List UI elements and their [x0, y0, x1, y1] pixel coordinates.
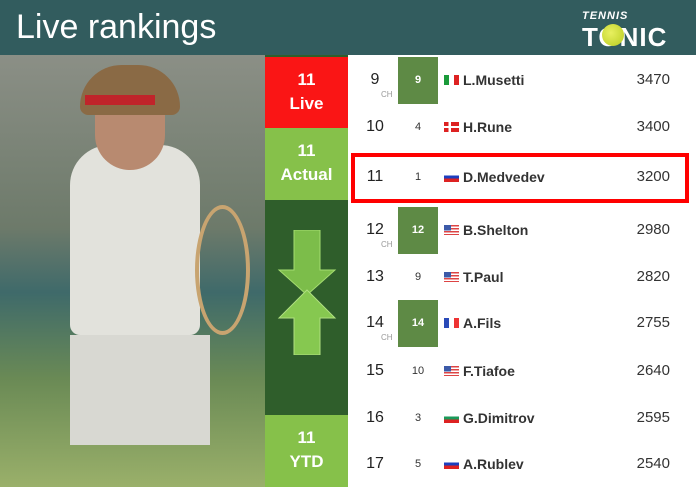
current-rank: 11 [366, 168, 384, 185]
previous-rank: 1 [414, 171, 422, 183]
table-row[interactable]: 12 12 CH B.Shelton 2980 [348, 207, 696, 254]
live-label: Live [289, 94, 324, 113]
previous-rank: 12 [398, 207, 438, 254]
actual-rank: 11 [297, 141, 316, 160]
table-row[interactable]: 9 9 CH L.Musetti 3470 [348, 57, 696, 104]
ytd-rank: 11 [297, 428, 316, 447]
career-high-label: CH [381, 240, 393, 249]
points: 2755 [636, 314, 670, 331]
points: 2980 [636, 221, 670, 238]
points: 2820 [636, 268, 670, 285]
previous-rank: 3 [414, 412, 422, 424]
header: Live rankings TENNIS TONIC [0, 0, 696, 55]
points: 3470 [636, 71, 670, 88]
current-rank: 9 [370, 71, 380, 88]
logo-text-top: TENNIS [582, 10, 629, 22]
player-name[interactable]: D.Medvedev [463, 169, 545, 185]
ytd-label: YTD [289, 452, 324, 471]
previous-rank: 10 [411, 365, 425, 377]
career-high-label: CH [381, 90, 393, 99]
up-down-arrow-icon [277, 230, 337, 355]
rank-summary-column: 11 Live 11 Actual 11 YTD [265, 55, 348, 487]
current-rank: 10 [366, 118, 384, 135]
rankings-table: 9 9 CH L.Musetti 3470 4 10 H.Rune 3400 1 1… [348, 55, 696, 487]
points: 3200 [636, 168, 670, 185]
points: 3400 [636, 118, 670, 135]
tennis-ball-icon [602, 24, 624, 46]
highlighted-row-frame [351, 153, 689, 203]
tennis-tonic-logo[interactable]: TENNIS TONIC [582, 10, 682, 52]
player-name[interactable]: G.Dimitrov [463, 410, 535, 426]
previous-rank: 5 [414, 458, 422, 470]
current-rank: 17 [366, 455, 384, 472]
flag-france-icon [444, 318, 459, 328]
flag-bulgaria-icon [444, 413, 459, 423]
table-row[interactable]: 4 10 H.Rune 3400 [348, 104, 696, 151]
current-rank: 14 [366, 314, 384, 331]
ytd-rank-box: 11 YTD [265, 415, 348, 487]
player-name[interactable]: T.Paul [463, 269, 504, 285]
current-rank: 12 [366, 221, 384, 238]
current-rank: 16 [366, 409, 384, 426]
previous-rank: 4 [414, 121, 422, 133]
player-name[interactable]: B.Shelton [463, 222, 529, 238]
current-rank: 15 [366, 362, 384, 379]
current-rank: 13 [366, 268, 384, 285]
points: 2540 [636, 455, 670, 472]
flag-usa-icon [444, 272, 459, 282]
player-name[interactable]: H.Rune [463, 119, 512, 135]
points: 2640 [636, 362, 670, 379]
table-row[interactable]: 5 17 A.Rublev 2540 [348, 441, 696, 488]
flag-usa-icon [444, 366, 459, 376]
player-name[interactable]: L.Musetti [463, 72, 525, 88]
flag-denmark-icon [444, 122, 459, 132]
table-row[interactable]: 9 13 T.Paul 2820 [348, 254, 696, 301]
previous-rank: 14 [398, 300, 438, 347]
player-name[interactable]: A.Rublev [463, 456, 524, 472]
points: 2595 [636, 409, 670, 426]
live-rank-box: 11 Live [265, 57, 348, 128]
flag-italy-icon [444, 75, 459, 85]
flag-usa-icon [444, 225, 459, 235]
table-row[interactable]: 3 16 G.Dimitrov 2595 [348, 395, 696, 442]
flag-neutral-icon [444, 459, 459, 469]
previous-rank: 9 [414, 271, 422, 283]
live-rank: 11 [297, 70, 316, 89]
player-name[interactable]: A.Fils [463, 315, 502, 331]
flag-russia-icon [444, 172, 459, 182]
table-row[interactable]: 10 15 F.Tiafoe 2640 [348, 348, 696, 395]
player-photo [0, 55, 265, 487]
player-name[interactable]: F.Tiafoe [463, 363, 515, 379]
actual-label: Actual [280, 165, 333, 184]
previous-rank: 9 [398, 57, 438, 104]
table-row[interactable]: 14 14 CH A.Fils 2755 [348, 300, 696, 347]
actual-rank-box: 11 Actual [265, 128, 348, 200]
career-high-label: CH [381, 333, 393, 342]
logo-text-main: TONIC [582, 22, 668, 52]
page-title: Live rankings [16, 8, 217, 46]
table-row[interactable]: 1 11 D.Medvedev 3200 [348, 154, 696, 201]
